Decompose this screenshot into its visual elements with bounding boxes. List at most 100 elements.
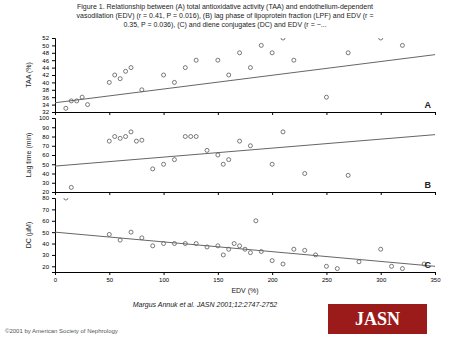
x-axis [56,112,436,115]
x-tick: 0 [54,272,58,283]
point [238,244,242,248]
point [314,253,318,257]
point [162,162,166,166]
y-tick-mark [52,82,55,83]
y-tick-label: 40 [42,171,49,177]
y-tick-label: 40 [42,241,49,247]
x-tick: 100 [159,272,170,283]
x-tick-label: 300 [376,277,387,283]
title: Figure 1. Relationship between (A) total… [77,3,374,29]
point [162,73,166,77]
x-tick-label: 200 [268,277,279,283]
y-tick-label: 44 [42,65,49,71]
y-tick: 50 [42,230,55,236]
x-axis [56,192,436,195]
y-tick: 70 [42,143,55,149]
y-tick: 40 [42,241,55,247]
y-tick-label: 80 [42,134,49,140]
x-tick-mark [218,192,219,195]
x-tick-mark [326,272,327,275]
panel-label: C [425,260,432,270]
y-tick-mark [52,209,55,210]
x-tick: 300 [376,272,387,283]
point [172,80,176,84]
x-tick-mark [435,192,436,195]
y-tick-label: 80 [42,195,49,201]
y-tick-label: 20 [42,264,49,270]
point [151,244,155,248]
logo-text: JASN [355,309,400,329]
panel: 05010015020025030035020304050607080DC (µ… [25,195,441,295]
point [183,135,187,139]
point [238,51,242,55]
x-tick [381,192,382,195]
point [118,77,122,81]
x-tick-label: 50 [106,277,113,283]
y-tick-mark [52,244,55,245]
regression-line [55,232,435,266]
x-tick-label: 350 [430,277,441,283]
y-tick-label: 30 [42,180,49,186]
y-tick: 30 [42,180,55,186]
y-tick: 80 [42,195,55,201]
point [172,242,176,246]
y-tick: 100 [39,115,55,121]
y-tick: 50 [42,43,55,49]
x-tick-mark [272,272,273,275]
point [118,136,122,140]
citation: Margus Annuk et al. JASN 2001;12:2747-27… [133,301,278,309]
y-tick: 44 [42,65,55,71]
x-tick-mark [326,112,327,115]
y-tick: 48 [42,50,55,56]
point [221,253,225,257]
x-tick [272,112,273,115]
x-tick-mark [435,112,436,115]
point [248,66,252,70]
point [324,264,328,268]
y-tick: 38 [42,87,55,93]
y-tick-mark [52,255,55,256]
x-tick-mark [164,112,165,115]
plot-area [55,130,435,190]
point [270,259,274,263]
y-tick-label: 46 [42,58,49,64]
point [248,144,252,148]
point [151,167,155,171]
x-tick-mark [109,192,110,195]
y-tick-label: 50 [42,43,49,49]
x-tick-mark [381,272,382,275]
point [227,158,231,162]
regression-line [55,55,435,103]
x-tick-label: 100 [159,277,170,283]
y-tick: 34 [42,102,55,108]
y-tick: 70 [42,207,55,213]
point [379,38,383,40]
y-tick-label: 34 [42,102,49,108]
x-axis: 050100150200250300350 [54,272,441,283]
y-tick-mark [52,90,55,91]
x-tick [218,112,219,115]
y-tick: 36 [42,95,55,101]
panel: 2030405060708090100Lag time (min)B [25,115,436,195]
y-tick: 40 [42,171,55,177]
y-tick-label: 50 [42,230,49,236]
y-tick: 90 [42,125,55,131]
x-axis-line [56,193,436,196]
title-line: Figure 1. Relationship between (A) total… [77,3,373,11]
y-tick-label: 100 [39,115,50,121]
point [107,232,111,236]
point [346,173,350,177]
point [113,135,117,139]
x-tick [381,112,382,115]
x-tick: 50 [106,272,113,283]
x-tick [326,192,327,195]
y-axis: 3234363840424446485052 [42,35,55,115]
point [281,130,285,134]
x-tick-mark [435,272,436,275]
y-tick-label: 30 [42,252,49,258]
point [248,251,252,255]
point [227,73,231,77]
x-tick-mark [164,272,165,275]
x-tick-label: 150 [213,277,224,283]
point [86,103,90,107]
